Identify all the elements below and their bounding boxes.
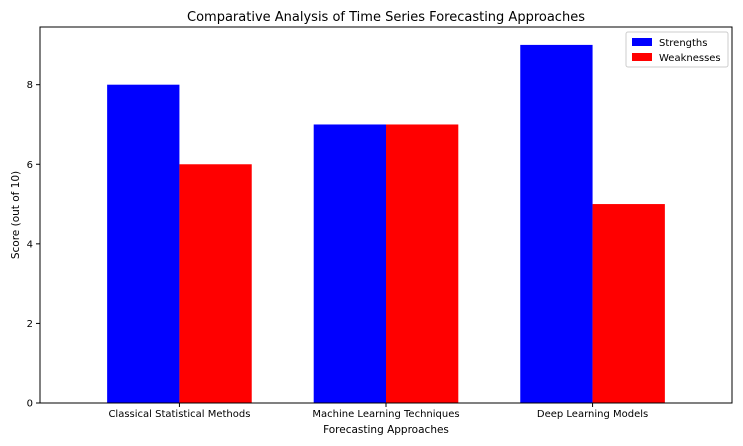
y-tick-label: 4 [27, 239, 33, 250]
x-axis: Classical Statistical Methods Machine Lea… [108, 403, 648, 420]
y-tick-label: 2 [27, 319, 33, 330]
legend-swatch-weaknesses [632, 53, 652, 61]
bar-weaknesses-2 [592, 204, 665, 403]
bar-weaknesses-0 [179, 164, 252, 403]
bar-strengths-0 [107, 84, 180, 403]
x-axis-label: Forecasting Approaches [323, 424, 449, 436]
bar-strengths-1 [313, 124, 386, 403]
legend: Strengths Weaknesses [625, 31, 729, 68]
y-tick-label: 0 [27, 399, 33, 410]
y-tick-label: 6 [27, 160, 33, 171]
y-axis: 0 2 4 6 8 [27, 80, 40, 410]
x-tick-label: Classical Statistical Methods [108, 409, 250, 420]
chart-title: Comparative Analysis of Time Series Fore… [187, 10, 585, 25]
x-tick-label: Deep Learning Models [537, 409, 648, 420]
legend-swatch-strengths [632, 38, 652, 46]
y-axis-label: Score (out of 10) [10, 171, 22, 259]
x-tick-label: Machine Learning Techniques [312, 409, 459, 420]
bar-weaknesses-1 [386, 124, 459, 403]
legend-label-weaknesses: Weaknesses [659, 53, 721, 64]
legend-label-strengths: Strengths [659, 38, 707, 49]
bars-group [107, 44, 665, 404]
bar-strengths-2 [520, 44, 593, 404]
y-tick-label: 8 [27, 80, 33, 91]
